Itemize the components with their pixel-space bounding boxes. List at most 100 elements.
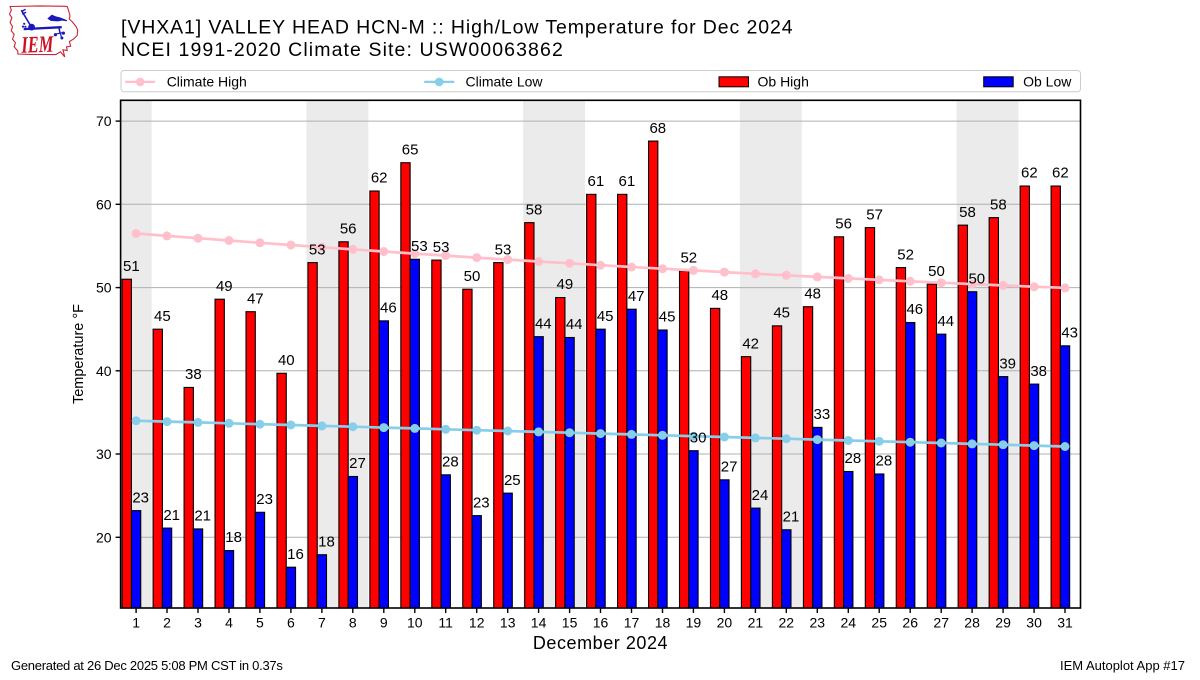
svg-text:27: 27 bbox=[349, 455, 366, 472]
svg-text:15: 15 bbox=[562, 615, 578, 631]
svg-text:16: 16 bbox=[287, 546, 304, 563]
svg-text:13: 13 bbox=[500, 615, 516, 631]
svg-text:11: 11 bbox=[438, 615, 453, 631]
svg-text:19: 19 bbox=[686, 615, 702, 631]
svg-text:60: 60 bbox=[96, 196, 112, 212]
svg-text:8: 8 bbox=[349, 615, 357, 631]
svg-text:24: 24 bbox=[752, 487, 769, 504]
svg-text:18: 18 bbox=[318, 533, 335, 550]
svg-text:23: 23 bbox=[473, 494, 490, 511]
svg-text:18: 18 bbox=[225, 529, 242, 546]
svg-text:[VHXA1] VALLEY HEAD HCN-M :: H: [VHXA1] VALLEY HEAD HCN-M :: High/Low Te… bbox=[121, 17, 793, 39]
svg-text:49: 49 bbox=[216, 278, 233, 295]
svg-text:47: 47 bbox=[247, 290, 264, 307]
svg-text:28: 28 bbox=[964, 615, 980, 631]
svg-text:25: 25 bbox=[871, 615, 887, 631]
svg-text:IEM Autoplot App #17: IEM Autoplot App #17 bbox=[1060, 658, 1185, 673]
svg-text:46: 46 bbox=[906, 301, 923, 318]
svg-text:7: 7 bbox=[318, 615, 326, 631]
svg-text:23: 23 bbox=[132, 489, 149, 506]
svg-text:26: 26 bbox=[902, 615, 918, 631]
svg-text:22: 22 bbox=[779, 615, 795, 631]
svg-text:4: 4 bbox=[225, 615, 233, 631]
svg-text:Climate Low: Climate Low bbox=[466, 74, 544, 90]
svg-text:48: 48 bbox=[711, 287, 728, 304]
svg-text:28: 28 bbox=[845, 450, 862, 467]
svg-text:52: 52 bbox=[680, 250, 697, 267]
svg-text:12: 12 bbox=[469, 615, 485, 631]
svg-text:December 2024: December 2024 bbox=[533, 633, 668, 653]
svg-text:6: 6 bbox=[287, 615, 295, 631]
svg-text:20: 20 bbox=[96, 529, 112, 545]
svg-text:18: 18 bbox=[655, 615, 671, 631]
svg-text:50: 50 bbox=[464, 268, 481, 285]
svg-text:2: 2 bbox=[163, 615, 171, 631]
svg-text:23: 23 bbox=[256, 491, 273, 508]
svg-text:1: 1 bbox=[132, 615, 140, 631]
svg-text:38: 38 bbox=[1030, 363, 1047, 380]
svg-text:42: 42 bbox=[742, 335, 759, 352]
svg-text:43: 43 bbox=[1061, 325, 1078, 342]
svg-text:29: 29 bbox=[995, 615, 1011, 631]
svg-text:27: 27 bbox=[933, 615, 949, 631]
svg-text:50: 50 bbox=[968, 270, 985, 287]
svg-text:27: 27 bbox=[721, 459, 738, 476]
svg-text:45: 45 bbox=[773, 305, 790, 322]
svg-text:Generated at 26 Dec 2025 5:08: Generated at 26 Dec 2025 5:08 PM CST in … bbox=[11, 658, 283, 673]
svg-text:3: 3 bbox=[194, 615, 202, 631]
svg-text:31: 31 bbox=[1057, 615, 1073, 631]
svg-text:21: 21 bbox=[163, 507, 180, 524]
svg-text:61: 61 bbox=[619, 173, 636, 190]
svg-text:9: 9 bbox=[380, 615, 388, 631]
svg-text:44: 44 bbox=[937, 313, 954, 330]
svg-text:30: 30 bbox=[96, 446, 112, 462]
svg-text:52: 52 bbox=[897, 246, 914, 263]
svg-text:28: 28 bbox=[442, 454, 459, 471]
svg-text:39: 39 bbox=[999, 355, 1016, 372]
svg-text:30: 30 bbox=[690, 429, 707, 446]
svg-text:48: 48 bbox=[804, 285, 821, 302]
svg-text:40: 40 bbox=[278, 352, 295, 369]
svg-text:49: 49 bbox=[557, 276, 574, 293]
svg-text:50: 50 bbox=[96, 280, 112, 296]
svg-text:21: 21 bbox=[783, 508, 800, 525]
svg-text:70: 70 bbox=[96, 113, 112, 129]
svg-text:44: 44 bbox=[535, 315, 552, 332]
svg-text:Climate High: Climate High bbox=[167, 74, 247, 90]
svg-text:47: 47 bbox=[628, 288, 645, 305]
svg-text:10: 10 bbox=[407, 615, 423, 631]
svg-text:56: 56 bbox=[340, 221, 357, 238]
svg-text:14: 14 bbox=[531, 615, 547, 631]
svg-text:65: 65 bbox=[402, 141, 419, 158]
svg-text:Ob High: Ob High bbox=[758, 74, 809, 90]
svg-text:25: 25 bbox=[504, 472, 521, 489]
svg-text:45: 45 bbox=[154, 308, 171, 325]
svg-text:44: 44 bbox=[566, 316, 583, 333]
svg-text:68: 68 bbox=[649, 120, 666, 137]
svg-text:45: 45 bbox=[659, 309, 676, 326]
svg-text:57: 57 bbox=[866, 206, 883, 223]
svg-text:56: 56 bbox=[835, 216, 852, 233]
svg-text:61: 61 bbox=[588, 173, 605, 190]
svg-text:NCEI 1991-2020 Climate Site: U: NCEI 1991-2020 Climate Site: USW00063862 bbox=[121, 39, 564, 61]
svg-text:28: 28 bbox=[876, 453, 893, 470]
svg-text:21: 21 bbox=[748, 615, 764, 631]
svg-text:58: 58 bbox=[526, 201, 543, 218]
svg-text:53: 53 bbox=[495, 241, 512, 258]
svg-text:Ob Low: Ob Low bbox=[1023, 74, 1072, 90]
svg-text:20: 20 bbox=[717, 615, 733, 631]
svg-text:40: 40 bbox=[96, 363, 112, 379]
svg-text:45: 45 bbox=[597, 308, 614, 325]
svg-text:62: 62 bbox=[1052, 165, 1069, 182]
svg-text:17: 17 bbox=[624, 615, 640, 631]
svg-text:58: 58 bbox=[990, 196, 1007, 213]
svg-text:51: 51 bbox=[123, 258, 140, 275]
svg-text:23: 23 bbox=[810, 615, 826, 631]
svg-text:33: 33 bbox=[814, 406, 831, 423]
svg-text:62: 62 bbox=[1021, 165, 1038, 182]
svg-text:62: 62 bbox=[371, 170, 388, 187]
svg-text:24: 24 bbox=[841, 615, 857, 631]
svg-text:21: 21 bbox=[194, 508, 211, 525]
svg-text:53: 53 bbox=[433, 239, 450, 256]
svg-text:53: 53 bbox=[309, 241, 326, 258]
